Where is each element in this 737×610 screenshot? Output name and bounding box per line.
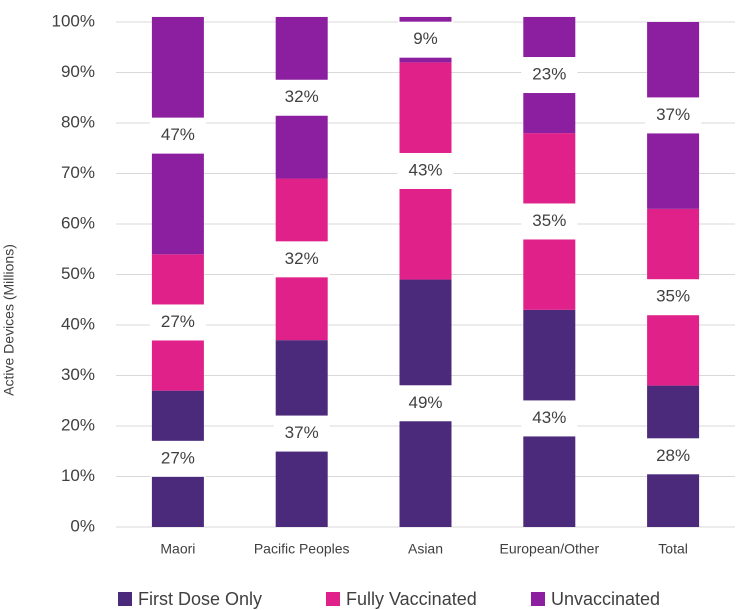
x-tick-label: Total [658,541,688,557]
x-tick-label: Pacific Peoples [254,541,350,557]
data-label: 23% [532,65,566,84]
legend-label: First Dose Only [138,589,262,609]
label-box [521,57,578,94]
data-label: 35% [532,211,566,230]
data-label: 35% [656,287,690,306]
data-label: 47% [161,125,195,144]
legend-swatch [531,592,545,606]
y-tick-label: 80% [61,112,95,131]
y-tick-label: 50% [61,264,95,283]
legend-label: Fully Vaccinated [346,589,477,609]
y-tick-label: 20% [61,415,95,434]
data-label: 9% [413,29,438,48]
y-axis-label: Active Devices (Millions) [1,244,17,396]
data-label: 43% [408,160,442,179]
legend-swatch [118,592,132,606]
label-box [273,241,330,278]
y-tick-label: 90% [61,62,95,81]
label-box [521,203,578,240]
y-tick-label: 60% [61,213,95,232]
label-box [149,440,206,477]
x-tick-label: Asian [408,541,443,557]
label-box [645,438,702,475]
label-box [397,152,454,189]
data-label: 37% [656,105,690,124]
label-box [645,97,702,134]
label-box [397,385,454,422]
data-label: 32% [285,249,319,268]
label-box [149,304,206,341]
data-label: 32% [285,87,319,106]
data-label: 49% [408,393,442,412]
y-tick-label: 70% [61,163,95,182]
legend-swatch [326,592,340,606]
label-box [273,415,330,452]
data-label: 27% [161,312,195,331]
y-tick-label: 30% [61,365,95,384]
legend-label: Unvaccinated [551,589,660,609]
data-label: 27% [161,448,195,467]
y-tick-label: 40% [61,314,95,333]
x-tick-label: Maori [160,541,195,557]
label-box [149,117,206,154]
y-tick-label: 100% [52,11,95,30]
y-tick-label: 10% [61,466,95,485]
label-box [645,279,702,316]
label-box [397,21,454,58]
data-label: 28% [656,446,690,465]
data-label: 37% [285,423,319,442]
y-tick-label: 0% [70,516,95,535]
label-box [521,400,578,437]
data-label: 43% [532,408,566,427]
x-tick-label: European/Other [499,541,599,557]
label-box [273,79,330,116]
